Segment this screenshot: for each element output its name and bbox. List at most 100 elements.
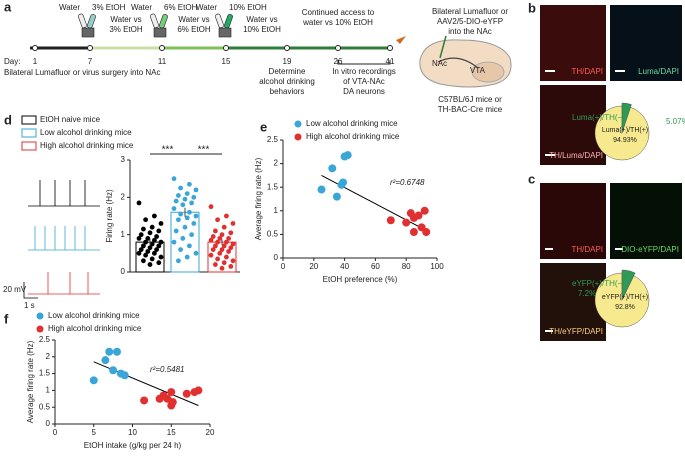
- data-point: [230, 241, 236, 247]
- panel-label: f: [4, 311, 9, 326]
- traces: [23, 180, 100, 299]
- y-tick-label: 2: [46, 352, 51, 361]
- legend-marker: [36, 312, 44, 320]
- data-point: [414, 211, 423, 220]
- data-point: [141, 226, 146, 232]
- data-point: [171, 239, 177, 245]
- data-point: [328, 164, 337, 173]
- image-label: TH/DAPI: [571, 245, 603, 254]
- day-label: 1: [33, 57, 38, 66]
- data-point: [113, 347, 121, 356]
- data-point: [215, 256, 221, 262]
- legend-label: EtOH naive mice: [40, 115, 101, 124]
- data-point: [386, 216, 395, 225]
- y-axis-label: Average firing rate (Hz): [254, 157, 263, 240]
- data-point: [156, 260, 162, 266]
- data-point: [228, 264, 234, 269]
- data-point: [158, 254, 164, 260]
- y-tick-label: 2.5: [267, 135, 279, 144]
- data-point: [182, 389, 191, 398]
- data-point: [89, 376, 98, 385]
- bottle-label: 10% EtOH: [229, 3, 267, 12]
- data-point: [180, 236, 186, 241]
- data-point: [184, 191, 190, 197]
- continued-text: water vs 10% EtOH: [302, 18, 373, 27]
- data-point: [136, 236, 142, 241]
- data-point: [189, 200, 195, 206]
- x-tick-label: 15: [167, 428, 176, 437]
- data-point: [187, 243, 192, 249]
- x-tick-label: 100: [430, 262, 444, 271]
- region-label: NAc: [432, 59, 447, 68]
- day-dot: [284, 45, 290, 51]
- data-point: [343, 151, 352, 160]
- day-dot: [335, 45, 341, 51]
- behavior-text: Determine: [269, 67, 306, 76]
- data-point: [138, 247, 144, 253]
- data-point: [210, 247, 216, 253]
- data-point: [156, 243, 162, 249]
- y-tick-label: 2: [121, 192, 126, 201]
- data-point: [422, 228, 431, 237]
- panel-label: a: [4, 0, 12, 14]
- data-point: [168, 398, 177, 407]
- day-label: 26: [334, 57, 343, 66]
- data-point: [230, 221, 236, 226]
- data-point: [230, 258, 236, 264]
- day-label: 7: [88, 57, 93, 66]
- timeline: [30, 13, 391, 65]
- data-point: [176, 258, 181, 264]
- choice-text: 10% EtOH: [243, 25, 281, 34]
- legend-swatch: [21, 128, 37, 138]
- image-label: Luma/DAPI: [638, 67, 679, 76]
- x-tick-label: 80: [402, 262, 411, 271]
- bottle-label: Water: [131, 3, 152, 12]
- x-tick-label: 20: [309, 262, 318, 271]
- bottle-label: 3% EtOH: [92, 3, 126, 12]
- data-point: [178, 247, 184, 253]
- data-point: [182, 224, 188, 230]
- significance-label: ***: [162, 145, 174, 156]
- data-point: [213, 243, 218, 249]
- data-point: [178, 211, 184, 217]
- data-point: [332, 192, 341, 201]
- y-tick-label: 1.5: [39, 369, 51, 378]
- legend-label: High alcohol drinking mice: [48, 324, 142, 333]
- axis: [54, 340, 210, 425]
- data-point: [213, 228, 218, 234]
- behavior-text: behaviors: [270, 87, 305, 96]
- x-tick-label: 0: [281, 262, 286, 271]
- legend-label: High alcohol drinking mice: [40, 141, 134, 150]
- data-point: [154, 247, 160, 253]
- data-point: [176, 217, 181, 223]
- data-point: [158, 221, 164, 226]
- y-tick-label: 0.5: [267, 230, 279, 239]
- legend-label: Low alcohol drinking mice: [40, 128, 132, 137]
- pie-label: Luma(+)/TH(−): [572, 113, 625, 122]
- data-point: [138, 232, 144, 238]
- panel-label: d: [4, 112, 12, 127]
- data-point: [221, 224, 227, 230]
- x-tick-label: 0: [53, 428, 58, 437]
- image-label: TH/DAPI: [571, 67, 603, 76]
- data-point: [215, 239, 221, 245]
- data-point: [152, 237, 157, 243]
- scale-label: 20 mV: [3, 285, 27, 294]
- y-tick-label: 2.5: [39, 335, 51, 344]
- data-point: [193, 213, 199, 219]
- y-tick-label: 3: [121, 155, 126, 164]
- y-tick-label: 0: [274, 253, 279, 262]
- day-label: 19: [283, 57, 292, 66]
- arrow: [396, 36, 406, 44]
- y-axis-label: Firing rate (Hz): [105, 189, 114, 243]
- injection-text: into the NAc: [448, 27, 492, 36]
- y-tick-label: 1.5: [267, 182, 279, 191]
- data-point: [221, 243, 227, 249]
- data-point: [109, 366, 118, 375]
- day-dot: [223, 45, 229, 51]
- micrographs: [540, 5, 682, 341]
- r-squared: r²=0.6748: [390, 178, 425, 187]
- recordings-text: In vitro recordings: [332, 67, 396, 76]
- day-dot: [159, 45, 165, 51]
